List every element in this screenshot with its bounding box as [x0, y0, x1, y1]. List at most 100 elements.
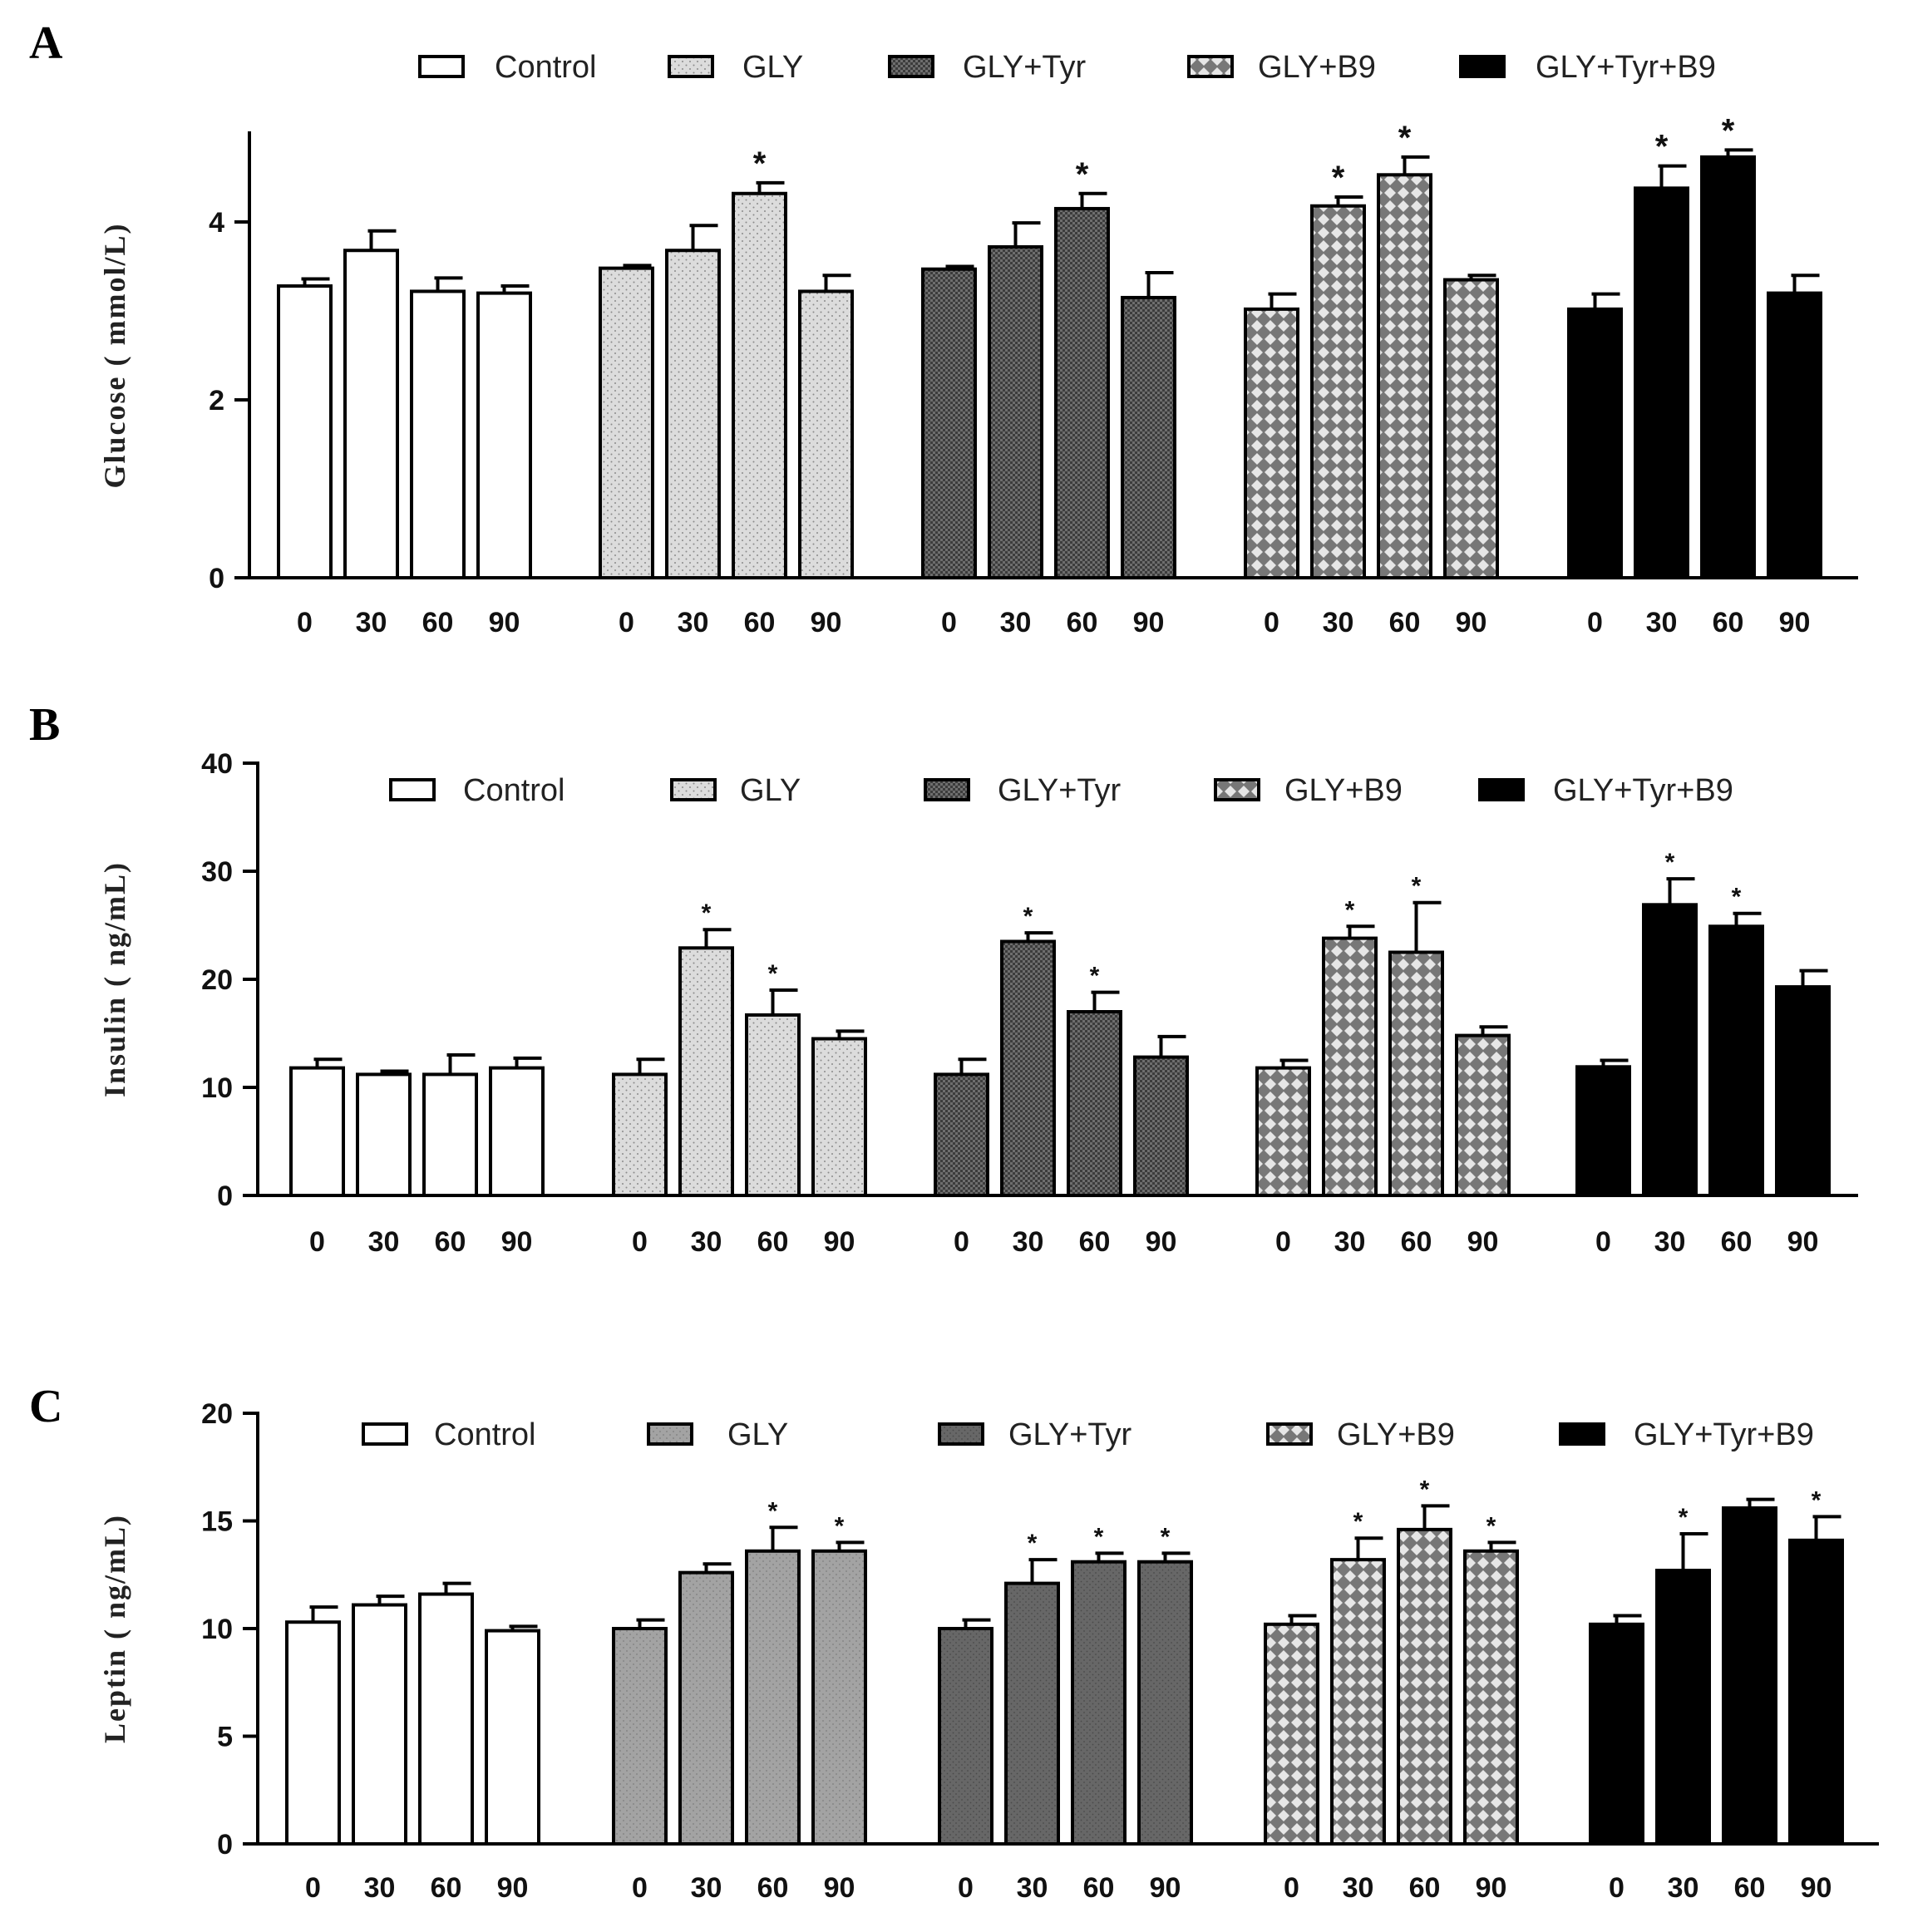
series-5: 0 * 30 * 60 90: [1575, 849, 1831, 1258]
x-tick-label: 90: [824, 1226, 855, 1258]
series-2: 0 30 * 60 90: [599, 145, 854, 638]
legend-label: GLY+Tyr+B9: [1536, 50, 1716, 85]
legend-label: Control: [495, 50, 597, 85]
significance-star: *: [1094, 1523, 1104, 1550]
legend-label: GLY+B9: [1258, 50, 1376, 85]
significance-star: *: [768, 960, 778, 988]
bar: [612, 1627, 668, 1846]
x-tick-label: 0: [954, 1226, 969, 1258]
legend-swatch: [1187, 55, 1234, 78]
panel-letter: B: [29, 699, 60, 751]
bar: [1634, 186, 1689, 579]
bar: [356, 1072, 412, 1198]
legend-swatch: [418, 55, 465, 78]
legend-label: GLY+B9: [1337, 1417, 1455, 1452]
bar: [485, 1629, 540, 1846]
legend-swatch: [1559, 1422, 1605, 1446]
bar: [1377, 173, 1432, 579]
bar: [798, 289, 854, 579]
y-axis-title: Leptin ( ng/mL): [98, 1514, 131, 1743]
significance-star: *: [1655, 129, 1669, 165]
bar: [678, 946, 734, 1198]
bar: [285, 1620, 341, 1846]
series-3: 0 * 30 * 60 * 90: [938, 1523, 1193, 1904]
bar: [599, 266, 654, 579]
legend-swatch: [670, 778, 717, 801]
series-4: 0 * 30 * 60 * 90: [1264, 1476, 1519, 1904]
legend-label: GLY: [740, 773, 801, 808]
bar: [1463, 1549, 1519, 1846]
x-tick-label: 30: [1646, 607, 1678, 638]
x-tick-label: 90: [1150, 1872, 1181, 1904]
significance-star: *: [1812, 1486, 1822, 1514]
bar: [1388, 950, 1444, 1197]
y-tick-label: 5: [217, 1722, 233, 1753]
legend-swatch: [647, 1422, 693, 1446]
bar: [1067, 1010, 1122, 1197]
significance-star: *: [1028, 1530, 1038, 1557]
bar: [745, 1549, 801, 1846]
x-tick-label: 60: [1067, 607, 1098, 638]
x-tick-label: 60: [435, 1226, 466, 1258]
x-tick-label: 90: [811, 607, 842, 638]
bar: [289, 1066, 345, 1197]
significance-star: *: [1398, 120, 1412, 156]
y-axis-title: Insulin ( ng/mL): [98, 861, 131, 1097]
bar: [1310, 204, 1366, 580]
significance-star: *: [1412, 873, 1422, 900]
legend-swatch: [888, 55, 934, 78]
y-tick-label: 0: [217, 1180, 233, 1212]
bar: [665, 249, 721, 579]
legend-swatch: [1478, 778, 1525, 801]
bar: [410, 289, 466, 579]
bar: [1775, 985, 1831, 1197]
bar: [1071, 1560, 1127, 1846]
bar: [1788, 1538, 1844, 1846]
legend-label: GLY+B9: [1284, 773, 1403, 808]
series-5: 0 * 30 60 * 90: [1589, 1486, 1844, 1904]
x-tick-label: 0: [619, 607, 634, 638]
bar: [988, 244, 1043, 579]
x-tick-label: 0: [1609, 1872, 1625, 1904]
x-tick-label: 90: [501, 1226, 533, 1258]
bar: [1244, 307, 1299, 579]
y-axis-title: Glucose ( mmol/L): [98, 223, 131, 489]
bar: [1000, 939, 1056, 1197]
significance-star: *: [1332, 160, 1345, 196]
series-5: 0 * 30 * 60 90: [1567, 112, 1822, 638]
bar: [1137, 1560, 1193, 1846]
significance-star: *: [1665, 849, 1675, 876]
legend-label: GLY: [727, 1417, 788, 1452]
bar: [732, 191, 787, 579]
y-tick-label: 4: [209, 207, 224, 239]
legend-swatch: [1214, 778, 1260, 801]
x-tick-label: 0: [297, 607, 313, 638]
legend-swatch: [362, 1422, 408, 1446]
bar: [811, 1037, 867, 1197]
bar: [1767, 291, 1822, 579]
significance-star: *: [835, 1512, 845, 1540]
y-tick-label: 2: [209, 385, 224, 416]
x-tick-label: 60: [1401, 1226, 1432, 1258]
x-tick-label: 0: [1264, 607, 1279, 638]
y-tick-label: 20: [201, 964, 233, 996]
significance-star: *: [1076, 156, 1089, 193]
panel-letter: A: [29, 17, 63, 69]
x-tick-label: 90: [1133, 607, 1165, 638]
x-tick-label: 60: [1079, 1226, 1111, 1258]
series-2: 0 * 30 * 60 90: [612, 899, 867, 1258]
bar: [1121, 295, 1176, 579]
legend-label: Control: [434, 1417, 536, 1452]
x-tick-label: 90: [1476, 1872, 1507, 1904]
legend-swatch: [389, 778, 436, 801]
series-3: 0 * 30 * 60 90: [934, 903, 1189, 1258]
y-tick-label: 10: [201, 1614, 233, 1645]
legend-swatch: [668, 55, 714, 78]
significance-star: *: [1345, 896, 1355, 924]
bar: [422, 1072, 478, 1198]
x-tick-label: 30: [364, 1872, 396, 1904]
bar: [1589, 1622, 1644, 1846]
legend-label: GLY+Tyr: [1008, 1417, 1132, 1452]
legend-label: GLY+Tyr: [963, 50, 1087, 85]
